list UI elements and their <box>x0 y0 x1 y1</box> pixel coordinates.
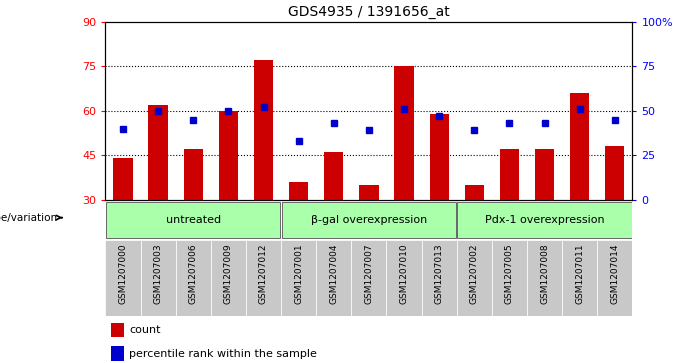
Bar <box>148 105 168 200</box>
Text: GSM1207010: GSM1207010 <box>400 243 409 304</box>
FancyBboxPatch shape <box>106 202 280 238</box>
Bar <box>430 114 449 200</box>
Bar <box>105 240 141 316</box>
Text: GSM1207000: GSM1207000 <box>118 243 127 304</box>
Bar <box>570 93 590 200</box>
Text: GSM1207008: GSM1207008 <box>540 243 549 304</box>
Text: GSM1207014: GSM1207014 <box>611 243 619 304</box>
FancyBboxPatch shape <box>458 202 632 238</box>
Bar <box>359 185 379 200</box>
Text: β-gal overexpression: β-gal overexpression <box>311 215 427 225</box>
Bar <box>111 323 124 337</box>
Bar <box>605 146 624 200</box>
Bar <box>457 240 492 316</box>
Bar <box>254 60 273 200</box>
Bar <box>394 66 413 200</box>
Text: Pdx-1 overexpression: Pdx-1 overexpression <box>485 215 605 225</box>
Bar <box>324 152 343 200</box>
Text: GSM1207009: GSM1207009 <box>224 243 233 304</box>
Bar <box>464 185 484 200</box>
Bar <box>289 182 308 200</box>
FancyBboxPatch shape <box>282 202 456 238</box>
Bar <box>141 240 175 316</box>
Title: GDS4935 / 1391656_at: GDS4935 / 1391656_at <box>288 5 449 19</box>
Bar <box>211 240 246 316</box>
Text: GSM1207013: GSM1207013 <box>435 243 443 304</box>
Text: percentile rank within the sample: percentile rank within the sample <box>129 348 317 359</box>
Bar <box>597 240 632 316</box>
Bar <box>219 111 238 200</box>
Text: GSM1207007: GSM1207007 <box>364 243 373 304</box>
Text: GSM1207003: GSM1207003 <box>154 243 163 304</box>
Bar <box>114 158 133 200</box>
Text: GSM1207004: GSM1207004 <box>329 243 338 304</box>
Bar <box>562 240 597 316</box>
Bar <box>316 240 352 316</box>
Text: GSM1207002: GSM1207002 <box>470 243 479 304</box>
Text: GSM1207001: GSM1207001 <box>294 243 303 304</box>
Bar <box>535 149 554 200</box>
Text: GSM1207006: GSM1207006 <box>189 243 198 304</box>
Bar <box>500 149 519 200</box>
Bar <box>492 240 527 316</box>
Bar <box>422 240 457 316</box>
Bar <box>386 240 422 316</box>
Bar <box>281 240 316 316</box>
Text: count: count <box>129 325 160 335</box>
Text: GSM1207005: GSM1207005 <box>505 243 514 304</box>
Bar <box>175 240 211 316</box>
Bar <box>527 240 562 316</box>
Text: untreated: untreated <box>166 215 221 225</box>
Text: genotype/variation: genotype/variation <box>0 213 58 223</box>
Text: GSM1207012: GSM1207012 <box>259 243 268 304</box>
Bar <box>184 149 203 200</box>
Bar <box>246 240 281 316</box>
Text: GSM1207011: GSM1207011 <box>575 243 584 304</box>
Bar <box>111 346 124 361</box>
Bar <box>352 240 386 316</box>
